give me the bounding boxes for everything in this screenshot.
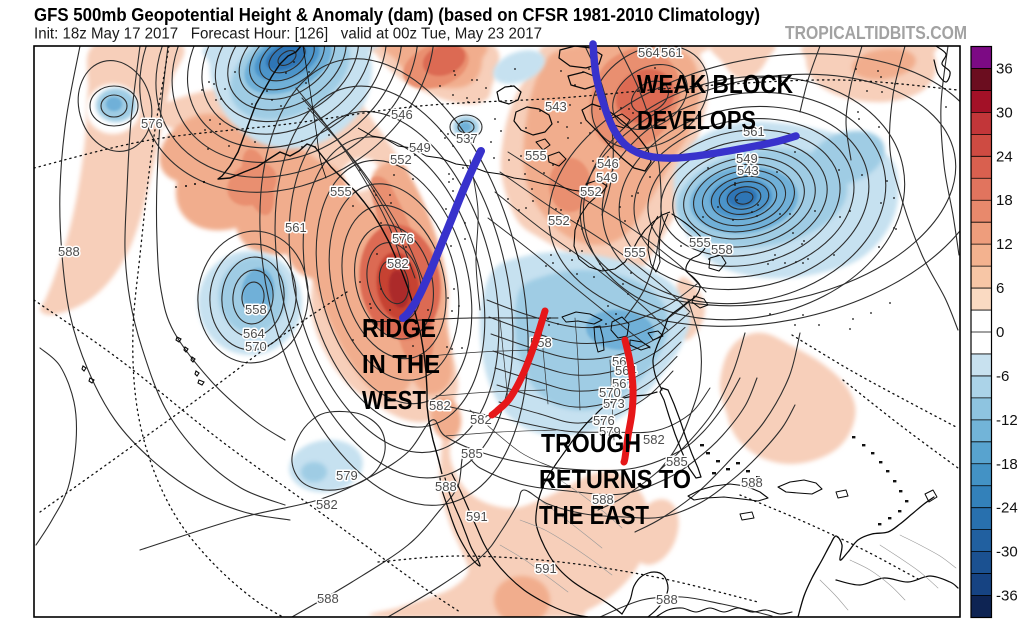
svg-text:TROUGH: TROUGH [541, 428, 641, 458]
svg-text:-24: -24 [996, 500, 1018, 517]
svg-text:588: 588 [58, 244, 80, 259]
svg-text:591: 591 [466, 509, 488, 524]
svg-text:573: 573 [603, 396, 625, 411]
svg-text:IN THE: IN THE [362, 349, 440, 379]
svg-text:552: 552 [548, 213, 570, 228]
svg-text:582: 582 [643, 432, 665, 447]
svg-text:RIDGE: RIDGE [362, 313, 436, 343]
svg-text:552: 552 [580, 184, 602, 199]
svg-text:561: 561 [285, 220, 307, 235]
svg-text:24: 24 [996, 148, 1013, 165]
svg-text:564: 564 [638, 45, 660, 60]
svg-text:576: 576 [392, 231, 414, 246]
svg-text:579: 579 [336, 468, 358, 483]
svg-text:RETURNS TO: RETURNS TO [539, 464, 691, 494]
svg-text:558: 558 [711, 242, 733, 257]
svg-text:18: 18 [996, 192, 1013, 209]
svg-text:576: 576 [141, 116, 163, 131]
svg-text:0: 0 [996, 324, 1004, 341]
svg-text:579: 579 [599, 424, 621, 439]
svg-text:582: 582 [316, 497, 338, 512]
svg-text:588: 588 [435, 479, 457, 494]
svg-text:549: 549 [409, 140, 431, 155]
svg-text:570: 570 [245, 339, 267, 354]
svg-text:537: 537 [456, 131, 478, 146]
svg-text:555: 555 [689, 235, 711, 250]
svg-text:582: 582 [429, 398, 451, 413]
svg-text:543: 543 [545, 99, 567, 114]
svg-text:555: 555 [525, 148, 547, 163]
svg-text:-18: -18 [996, 456, 1018, 473]
svg-text:591: 591 [535, 561, 557, 576]
svg-text:549: 549 [596, 170, 618, 185]
svg-text:576: 576 [593, 413, 615, 428]
svg-text:558: 558 [245, 302, 267, 317]
svg-text:36: 36 [996, 61, 1013, 78]
svg-text:-30: -30 [996, 544, 1018, 561]
svg-text:WEAK BLOCK: WEAK BLOCK [637, 69, 793, 99]
svg-text:-12: -12 [996, 412, 1018, 429]
svg-text:TROPICALTIDBITS.COM: TROPICALTIDBITS.COM [785, 22, 967, 43]
svg-text:588: 588 [592, 492, 614, 507]
svg-text:555: 555 [330, 184, 352, 199]
svg-text:561: 561 [661, 45, 683, 60]
svg-text:546: 546 [597, 156, 619, 171]
svg-text:12: 12 [996, 236, 1013, 253]
svg-text:582: 582 [470, 412, 492, 427]
svg-text:555: 555 [624, 245, 646, 260]
svg-text:Init: 18z May 17 2017 Foreca: Init: 18z May 17 2017 Forecast Hour: [12… [34, 26, 542, 43]
svg-text:-36: -36 [996, 588, 1018, 605]
svg-text:GFS 500mb Geopotential Height: GFS 500mb Geopotential Height & Anomaly … [34, 4, 760, 25]
svg-text:570: 570 [599, 385, 621, 400]
svg-text:552: 552 [390, 152, 412, 167]
svg-text:543: 543 [737, 163, 759, 178]
svg-text:-6: -6 [996, 368, 1009, 385]
svg-text:588: 588 [317, 591, 339, 606]
svg-text:546: 546 [391, 107, 413, 122]
svg-text:30: 30 [996, 104, 1013, 121]
svg-text:549: 549 [736, 151, 758, 166]
svg-text:564: 564 [243, 326, 265, 341]
svg-text:588: 588 [741, 475, 763, 490]
svg-text:6: 6 [996, 280, 1004, 297]
svg-text:585: 585 [461, 446, 483, 461]
svg-text:WEST: WEST [362, 385, 426, 415]
svg-text:THE EAST: THE EAST [539, 500, 649, 530]
svg-text:585: 585 [666, 454, 688, 469]
svg-text:561: 561 [743, 124, 765, 139]
svg-text:582: 582 [387, 256, 409, 271]
svg-text:DEVELOPS: DEVELOPS [637, 105, 756, 135]
svg-text:588: 588 [656, 592, 678, 607]
